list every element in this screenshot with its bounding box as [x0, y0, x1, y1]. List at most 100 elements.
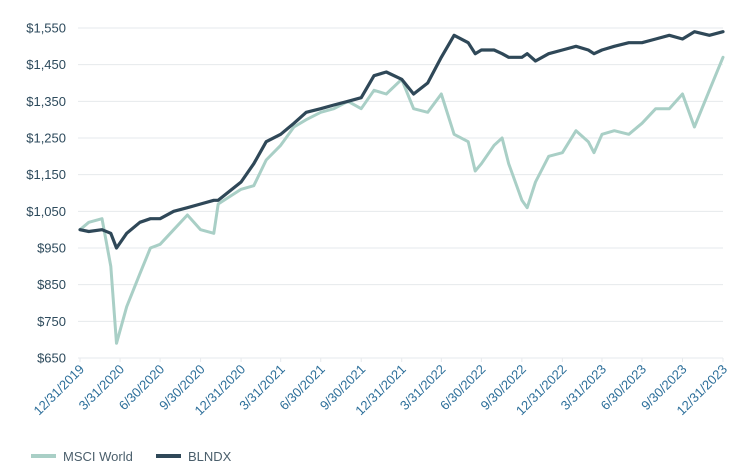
data-point [593, 52, 595, 55]
series-line [78, 30, 725, 250]
data-point [172, 228, 175, 231]
data-point [172, 210, 175, 213]
data-point [305, 111, 308, 114]
data-point [347, 100, 349, 103]
data-point [480, 162, 483, 165]
data-point [668, 107, 671, 110]
data-point [693, 126, 696, 128]
data-point [159, 243, 161, 246]
data-point [115, 342, 118, 345]
data-point [708, 34, 711, 37]
data-point [501, 52, 503, 55]
data-point [199, 203, 202, 205]
data-point [79, 228, 81, 231]
data-point [467, 41, 470, 44]
data-point [601, 49, 603, 51]
data-point [521, 56, 523, 59]
data-point [279, 144, 282, 147]
data-point [601, 133, 603, 136]
data-point [149, 247, 152, 249]
data-point [493, 49, 495, 51]
data-point [426, 82, 429, 84]
data-point [722, 30, 724, 33]
data-point [240, 188, 242, 191]
data-point [654, 38, 657, 40]
data-point [186, 214, 189, 216]
data-point [115, 247, 118, 249]
x-axis-ticks: 12/31/20193/31/20206/30/20209/30/202012/… [30, 358, 730, 418]
data-point [587, 140, 590, 143]
data-point [253, 184, 255, 187]
data-point [641, 41, 643, 44]
data-point [534, 181, 537, 183]
data-point [526, 52, 528, 55]
data-point [453, 34, 455, 37]
data-point [139, 272, 141, 275]
data-point [199, 228, 202, 231]
data-point [480, 49, 483, 51]
data-point [501, 137, 503, 139]
series [78, 30, 725, 345]
y-tick-label: $850 [37, 277, 66, 292]
data-point [613, 45, 616, 48]
data-point [293, 126, 295, 128]
data-point [693, 30, 696, 33]
data-point [708, 89, 711, 92]
data-point [360, 96, 363, 99]
series-line [78, 55, 725, 345]
grid [78, 27, 723, 359]
data-point [139, 221, 141, 224]
data-point [593, 151, 595, 154]
data-point [587, 49, 590, 51]
data-point [213, 232, 215, 235]
data-point [319, 107, 322, 110]
data-point [110, 232, 112, 235]
data-point [265, 159, 268, 161]
data-point [333, 104, 335, 106]
data-point [253, 162, 255, 165]
y-tick-label: $1,150 [26, 167, 66, 182]
data-point [373, 74, 375, 77]
x-tick-label: 12/31/2019 [30, 362, 87, 419]
y-axis-ticks: $650 $750 $850 $950 $1,050 $1,150 $1,250 $1,350… [26, 21, 66, 366]
data-point [561, 49, 564, 51]
data-point [521, 199, 523, 202]
data-point [613, 129, 616, 132]
data-point [88, 230, 90, 233]
data-point [213, 199, 215, 202]
legend-label-msci-world: MSCI World [63, 449, 133, 464]
data-point [641, 122, 643, 125]
y-tick-label: $1,050 [26, 204, 66, 219]
data-point [668, 34, 671, 37]
data-point [240, 181, 242, 183]
data-point [412, 93, 415, 95]
y-tick-label: $1,250 [26, 131, 66, 146]
data-point [265, 140, 268, 143]
legend: MSCI World BLNDX [31, 449, 232, 464]
data-point [101, 217, 103, 220]
y-tick-label: $650 [37, 351, 66, 366]
data-point [159, 217, 161, 220]
data-point [534, 60, 537, 62]
data-point [412, 107, 415, 110]
data-point [360, 107, 363, 110]
series-blndx [78, 30, 725, 250]
data-point [333, 107, 335, 110]
legend-label-blndx: BLNDX [188, 449, 232, 464]
data-point [217, 199, 219, 202]
data-point [293, 122, 295, 125]
data-point [507, 162, 510, 165]
data-point [385, 71, 388, 73]
data-point [547, 155, 550, 158]
data-point [88, 221, 90, 224]
data-point [186, 206, 189, 209]
data-point [440, 56, 443, 59]
data-point [217, 203, 219, 205]
y-tick-label: $1,450 [26, 57, 66, 72]
data-point [507, 56, 510, 59]
data-point [149, 217, 152, 220]
data-point [493, 144, 495, 147]
data-point [426, 111, 429, 114]
